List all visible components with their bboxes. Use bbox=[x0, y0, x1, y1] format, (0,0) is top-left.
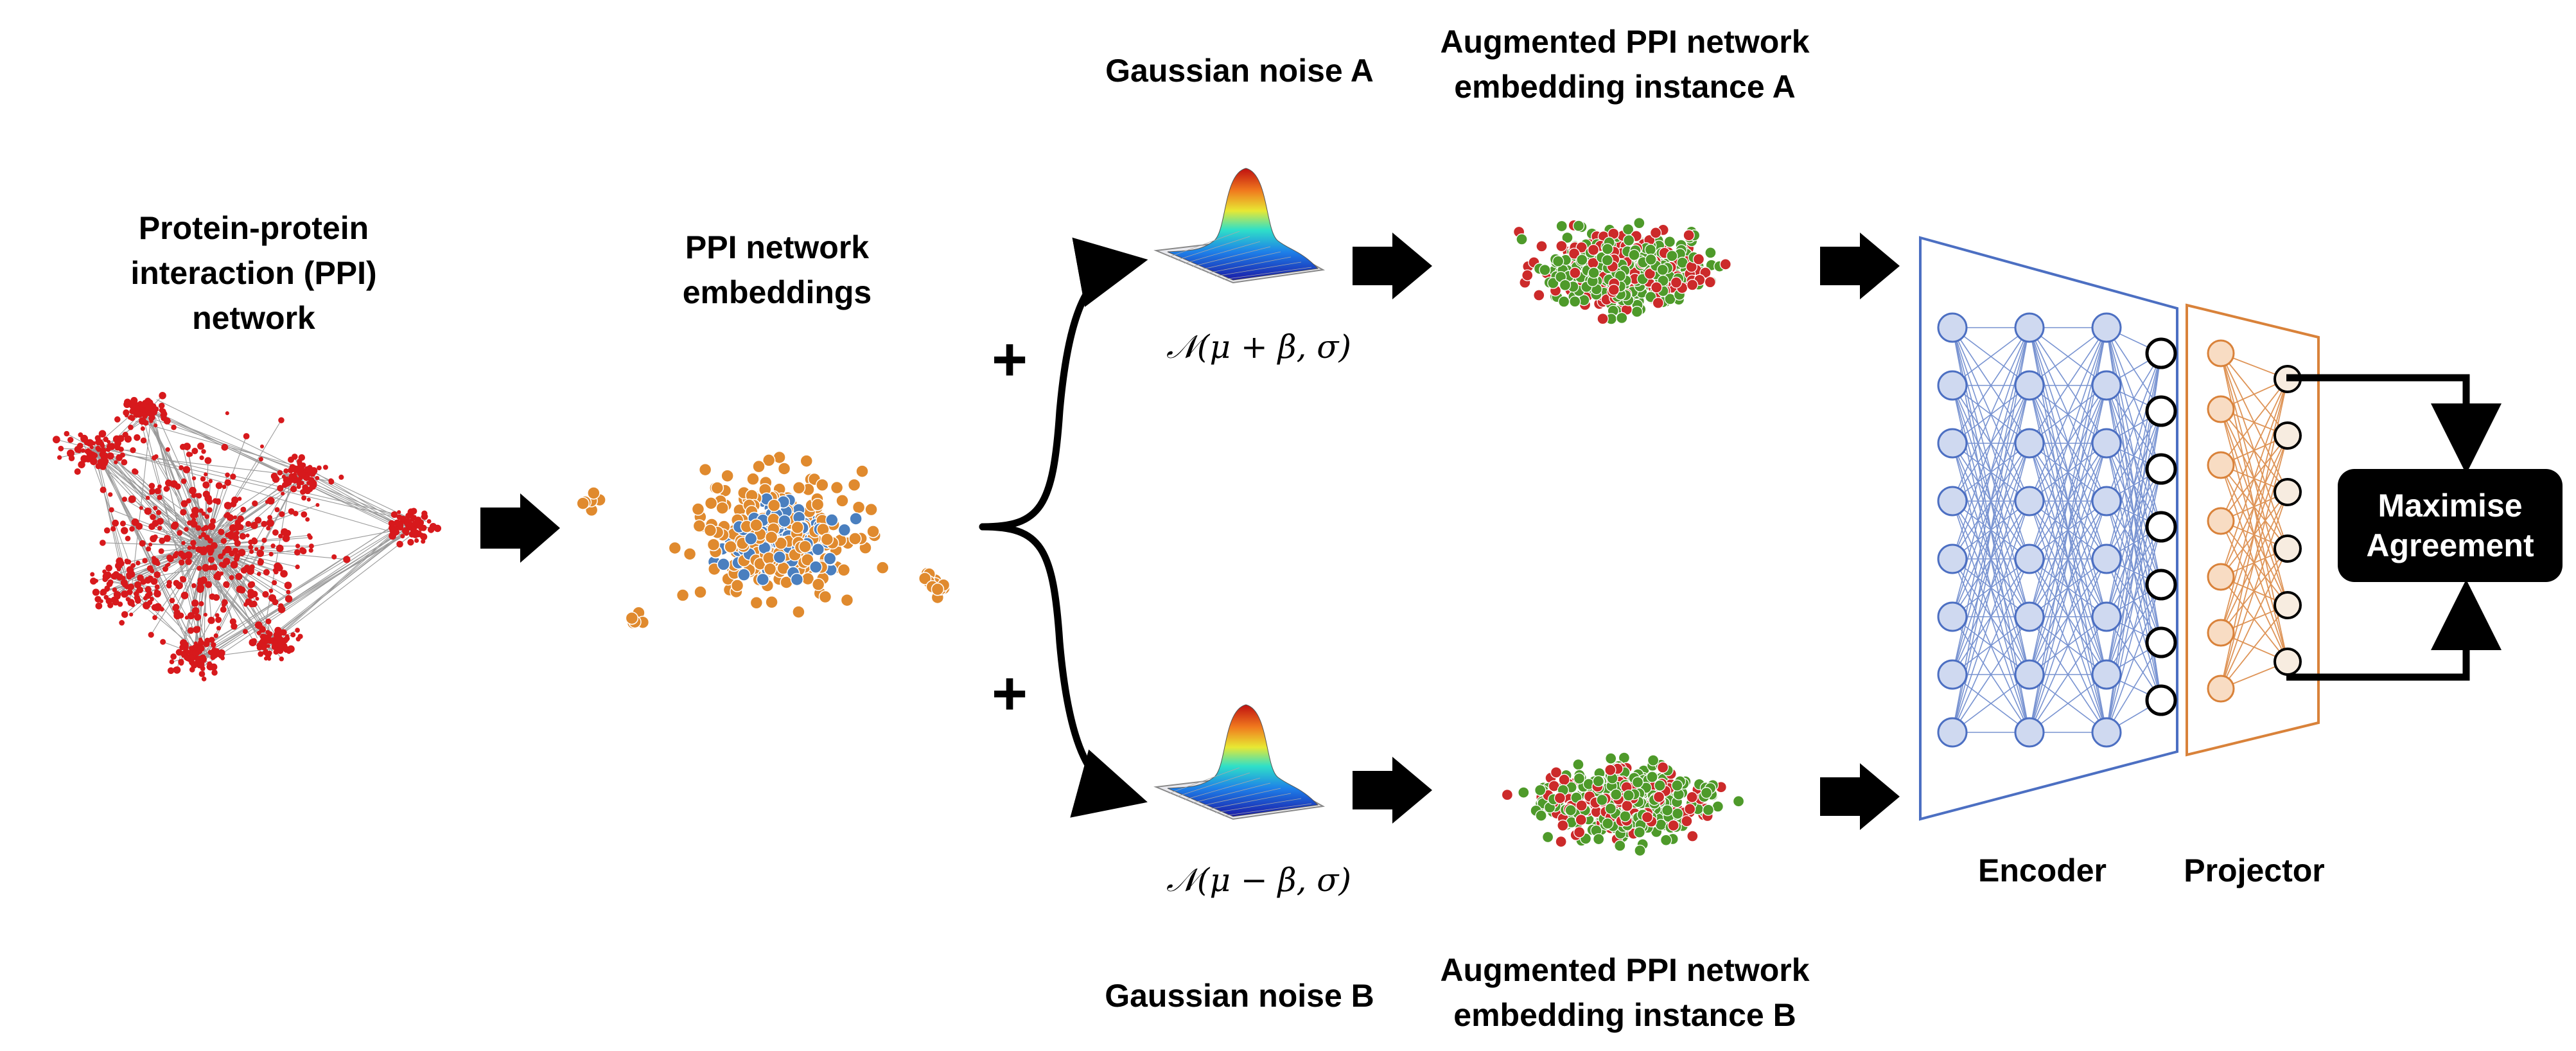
ppi-embeddings-label: PPI network embeddings bbox=[649, 225, 906, 315]
augmented-b-label: Augmented PPI network embedding instance… bbox=[1400, 948, 1850, 1038]
ppi-network-label-line2: interaction (PPI) bbox=[130, 255, 377, 291]
projector-label: Projector bbox=[2184, 852, 2325, 888]
block-arrow-right-icon bbox=[1820, 233, 1900, 299]
block-arrow-right-icon bbox=[480, 493, 560, 563]
plus-sign-bottom: + bbox=[992, 659, 1028, 728]
ppi-embeddings-label-line1: PPI network bbox=[685, 229, 870, 265]
ppi-embedding-scatter bbox=[576, 450, 951, 630]
curved-arrow-icon bbox=[979, 237, 1148, 818]
augmented-a-label-line2: embedding instance A bbox=[1454, 69, 1796, 105]
augmented-b-label-line1: Augmented PPI network bbox=[1440, 952, 1810, 988]
formula-a: 𝒩(μ + β, σ) bbox=[1166, 328, 1351, 366]
maximise-agreement-box: Maximise Agreement bbox=[2338, 469, 2563, 582]
ppi-network-label-line3: network bbox=[192, 300, 315, 336]
augmented-a-label-line1: Augmented PPI network bbox=[1440, 24, 1810, 60]
ppi-network-label-line1: Protein-protein bbox=[138, 210, 369, 246]
maximise-agreement-line1: Maximise bbox=[2378, 488, 2523, 524]
plus-sign-top: + bbox=[992, 325, 1028, 394]
block-arrow-right-icon bbox=[1820, 763, 1900, 830]
gaussian-noise-b-label: Gaussian noise B bbox=[1105, 978, 1374, 1014]
projector-block bbox=[2186, 303, 2320, 757]
augmented-scatter-b bbox=[1501, 752, 1745, 857]
augmented-scatter-a bbox=[1512, 217, 1731, 325]
augmented-b-label-line2: embedding instance B bbox=[1453, 997, 1796, 1033]
output-connector-arrows bbox=[2286, 374, 2502, 681]
block-arrow-right-icon bbox=[1353, 757, 1432, 824]
maximise-agreement-line2: Agreement bbox=[2366, 527, 2534, 563]
block-arrow-right-icon bbox=[1353, 233, 1432, 299]
encoder-block bbox=[1919, 236, 2178, 821]
ppi-network-label: Protein-protein interaction (PPI) networ… bbox=[96, 206, 411, 340]
ppi-embeddings-label-line2: embeddings bbox=[682, 274, 872, 310]
gaussian-surface-icon bbox=[1153, 168, 1326, 284]
formula-b: 𝒩(μ − β, σ) bbox=[1166, 861, 1351, 899]
encoder-label: Encoder bbox=[1977, 852, 2107, 888]
ppi-network-graph bbox=[52, 392, 442, 682]
gaussian-noise-a-label: Gaussian noise A bbox=[1105, 53, 1374, 89]
augmented-a-label: Augmented PPI network embedding instance… bbox=[1400, 19, 1850, 109]
gaussian-surface-icon bbox=[1153, 704, 1326, 820]
